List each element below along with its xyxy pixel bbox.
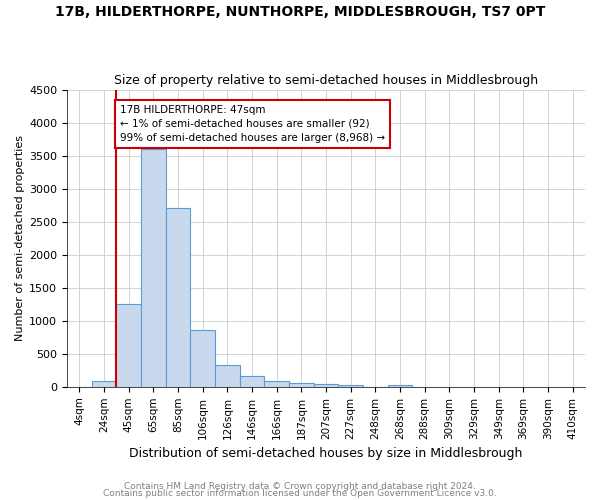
Y-axis label: Number of semi-detached properties: Number of semi-detached properties [15, 135, 25, 341]
Bar [215, 365, 239, 387]
Bar [338, 385, 363, 387]
Bar [239, 376, 265, 387]
Bar [265, 381, 289, 387]
Bar [289, 383, 314, 387]
Bar [388, 385, 412, 387]
Bar [190, 330, 215, 387]
Text: 17B, HILDERTHORPE, NUNTHORPE, MIDDLESBROUGH, TS7 0PT: 17B, HILDERTHORPE, NUNTHORPE, MIDDLESBRO… [55, 5, 545, 19]
Bar [166, 208, 190, 387]
X-axis label: Distribution of semi-detached houses by size in Middlesbrough: Distribution of semi-detached houses by … [130, 447, 523, 460]
Bar [314, 384, 338, 387]
Bar [141, 149, 166, 387]
Text: Contains HM Land Registry data © Crown copyright and database right 2024.: Contains HM Land Registry data © Crown c… [124, 482, 476, 491]
Text: 17B HILDERTHORPE: 47sqm
← 1% of semi-detached houses are smaller (92)
99% of sem: 17B HILDERTHORPE: 47sqm ← 1% of semi-det… [120, 104, 385, 142]
Bar [116, 304, 141, 387]
Text: Contains public sector information licensed under the Open Government Licence v3: Contains public sector information licen… [103, 490, 497, 498]
Title: Size of property relative to semi-detached houses in Middlesbrough: Size of property relative to semi-detach… [114, 74, 538, 87]
Bar [92, 380, 116, 387]
